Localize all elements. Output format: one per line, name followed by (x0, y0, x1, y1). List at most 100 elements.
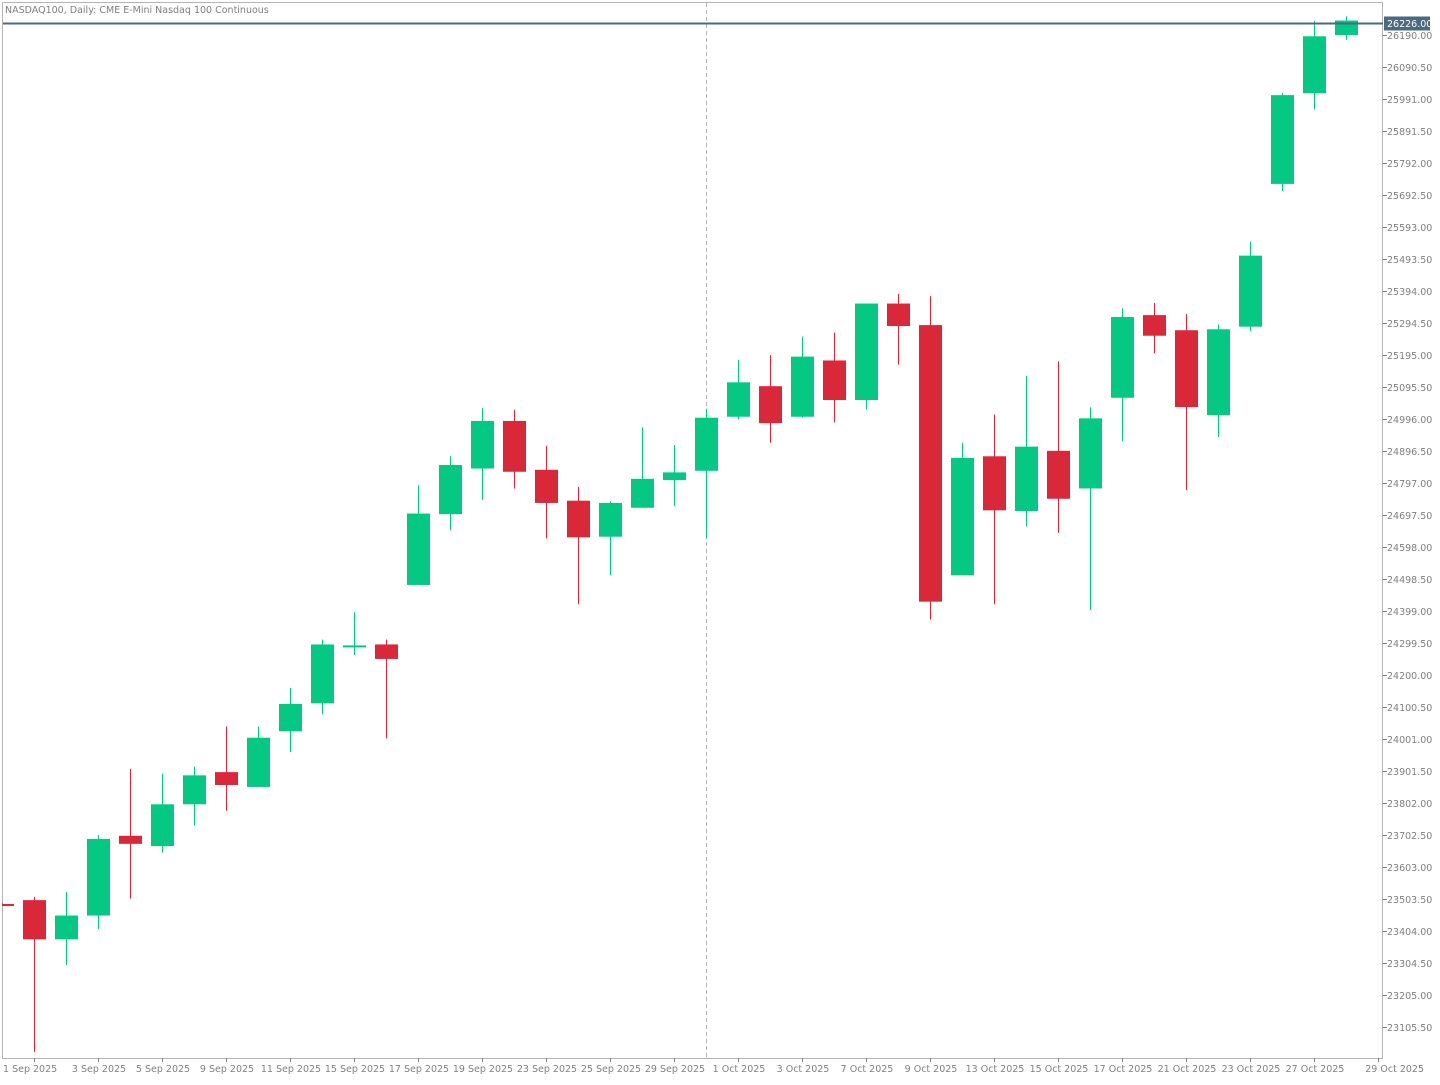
candle (1015, 375, 1038, 527)
candle-body (727, 382, 750, 417)
x-tick-label: 15 Sep 2025 (325, 1064, 385, 1075)
x-tick-label: 5 Sep 2025 (136, 1064, 190, 1075)
current-price-label: 26226.00 (1387, 19, 1432, 30)
x-tick-label: 3 Sep 2025 (72, 1064, 126, 1075)
x-tick-label: 3 Oct 2025 (777, 1064, 830, 1075)
candle (599, 501, 622, 576)
plot-frame (2, 2, 1383, 1059)
candle-body (919, 325, 942, 602)
x-axis: 1 Sep 2025 3 Sep 2025 5 Sep 2025 9 Sep 2025… (3, 1058, 1424, 1075)
candle-body (823, 360, 846, 401)
candle-body (2, 903, 14, 906)
candle-body (599, 502, 622, 537)
candle-body (87, 839, 110, 916)
candle (55, 892, 78, 966)
candle-body (695, 417, 718, 471)
x-tick-label: 7 Oct 2025 (841, 1064, 894, 1075)
candles (2, 16, 1358, 1052)
x-tick-label: 15 Oct 2025 (1030, 1064, 1089, 1075)
candle-body (855, 303, 878, 401)
x-tick-label: 21 Oct 2025 (1158, 1064, 1217, 1075)
y-tick-label: 24399.00 (1387, 607, 1432, 618)
candle (471, 408, 494, 500)
candle-body (119, 835, 142, 844)
candle-body (663, 472, 686, 481)
candle-body (1143, 315, 1166, 336)
y-tick-label: 23404.00 (1387, 927, 1432, 938)
y-tick-label: 24001.00 (1387, 735, 1432, 746)
candle-body (55, 915, 78, 940)
candle (183, 766, 206, 826)
y-tick-label: 26090.50 (1387, 63, 1432, 74)
x-tick-label: 17 Sep 2025 (389, 1064, 449, 1075)
candle-body (215, 772, 238, 785)
x-tick-label: 9 Sep 2025 (200, 1064, 254, 1075)
candle (119, 768, 142, 899)
chart-title: NASDAQ100, Daily: CME E-Mini Nasdaq 100 … (5, 5, 269, 16)
y-tick-label: 24598.00 (1387, 543, 1432, 554)
candle-body (951, 457, 974, 576)
y-tick-label: 23503.50 (1387, 895, 1432, 906)
x-tick-label: 27 Oct 2025 (1286, 1064, 1345, 1075)
candle-body (471, 420, 494, 469)
candle-body (791, 356, 814, 417)
candle-body (375, 644, 398, 659)
candle (87, 835, 110, 930)
y-axis: 26190.00 26090.50 25991.00 25891.50 25792.00… (1383, 31, 1432, 1034)
y-tick-label: 23901.50 (1387, 767, 1432, 778)
candle (407, 485, 430, 585)
x-tick-label: 29 Oct 2025 (1365, 1064, 1424, 1075)
candle (727, 359, 750, 420)
y-tick-label: 25593.00 (1387, 223, 1432, 234)
candle (887, 293, 910, 365)
candle (1303, 20, 1326, 110)
y-tick-label: 24200.00 (1387, 671, 1432, 682)
candle (215, 726, 238, 811)
candle-body (1271, 95, 1294, 184)
candle-body (23, 900, 46, 940)
candle (1271, 92, 1294, 191)
x-tick-label: 25 Sep 2025 (581, 1064, 641, 1075)
candle-body (1047, 450, 1070, 499)
x-tick-label: 29 Sep 2025 (645, 1064, 705, 1075)
x-tick-label: 23 Oct 2025 (1222, 1064, 1281, 1075)
x-tick-label: 17 Oct 2025 (1094, 1064, 1153, 1075)
candle-body (1207, 329, 1230, 416)
y-tick-label: 25394.00 (1387, 287, 1432, 298)
y-tick-label: 25095.50 (1387, 383, 1432, 394)
y-tick-label: 25493.50 (1387, 255, 1432, 266)
y-tick-label: 26190.00 (1387, 31, 1432, 42)
x-tick-label: 13 Oct 2025 (966, 1064, 1025, 1075)
y-tick-label: 24697.50 (1387, 511, 1432, 522)
y-tick-label: 24896.50 (1387, 447, 1432, 458)
candle-body (183, 775, 206, 805)
x-tick-label: 9 Oct 2025 (905, 1064, 958, 1075)
y-tick-label: 23603.00 (1387, 863, 1432, 874)
candle-body (567, 500, 590, 538)
candle (631, 427, 654, 508)
candle-body (887, 303, 910, 327)
candle (23, 896, 46, 1052)
candle (503, 409, 526, 489)
candle-body (503, 420, 526, 472)
y-tick-label: 23304.50 (1387, 959, 1432, 970)
candle (1079, 407, 1102, 611)
candle (535, 445, 558, 539)
candle (951, 442, 974, 576)
x-tick-label: 23 Sep 2025 (517, 1064, 577, 1075)
candle (1143, 302, 1166, 354)
candle-body (535, 469, 558, 503)
candle (983, 414, 1006, 605)
candle-body (631, 478, 654, 508)
candle (2, 903, 14, 906)
candle (1175, 314, 1198, 491)
y-tick-label: 24996.00 (1387, 415, 1432, 426)
candle-body (1175, 330, 1198, 408)
candle (343, 612, 366, 656)
candle (567, 486, 590, 605)
candle (855, 303, 878, 410)
current-price-line: 26226.00 (3, 16, 1432, 31)
candle (1207, 324, 1230, 438)
